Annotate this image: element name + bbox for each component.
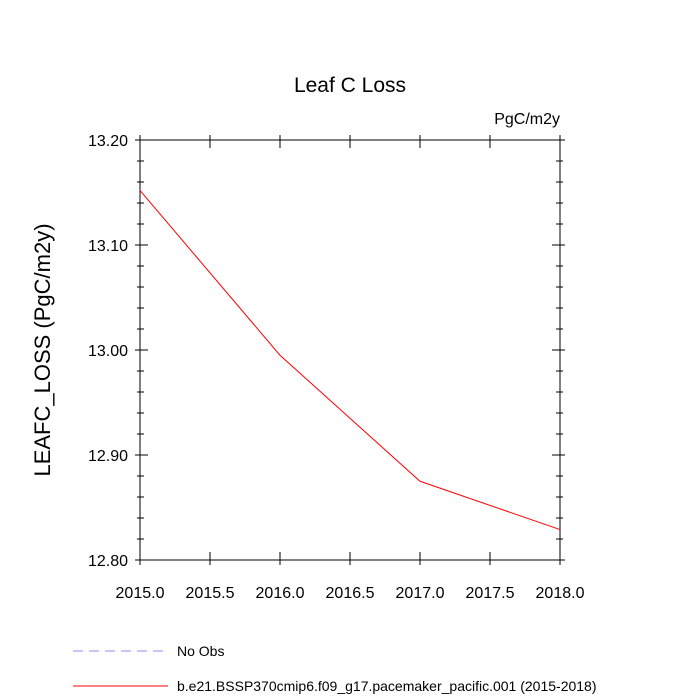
legend: No Obs b.e21.BSSP370cmip6.f09_g17.pacemak… [73, 643, 597, 694]
series-layer [139, 190, 561, 531]
y-tick-label: 13.00 [88, 343, 128, 360]
y-axis-ticks: 12.80 12.90 13.00 13.10 13.20 [88, 133, 565, 570]
x-tick-label: 2018.0 [536, 585, 585, 602]
y-axis-label: LEAFC_LOSS (PgC/m2y) [30, 223, 55, 476]
y-tick-label: 12.80 [88, 553, 128, 570]
units-label: PgC/m2y [494, 111, 560, 128]
y-tick-label: 13.10 [88, 238, 128, 255]
x-tick-label: 2015.0 [116, 585, 165, 602]
y-tick-label: 12.90 [88, 448, 128, 465]
x-tick-label: 2016.5 [326, 585, 375, 602]
y-tick-label: 13.20 [88, 133, 128, 150]
x-tick-label: 2017.5 [466, 585, 515, 602]
x-tick-label: 2016.0 [256, 585, 305, 602]
legend-label: No Obs [177, 643, 224, 659]
x-tick-label: 2015.5 [186, 585, 235, 602]
chart-title: Leaf C Loss [294, 74, 406, 97]
plot-frame [139, 139, 561, 561]
x-axis-ticks: 2015.0 2015.5 2016.0 2016.5 2017.0 2017.5 2018… [116, 135, 585, 602]
legend-label: b.e21.BSSP370cmip6.f09_g17.pacemaker_pac… [177, 678, 597, 694]
x-tick-label: 2017.0 [396, 585, 445, 602]
series-line [139, 190, 561, 531]
